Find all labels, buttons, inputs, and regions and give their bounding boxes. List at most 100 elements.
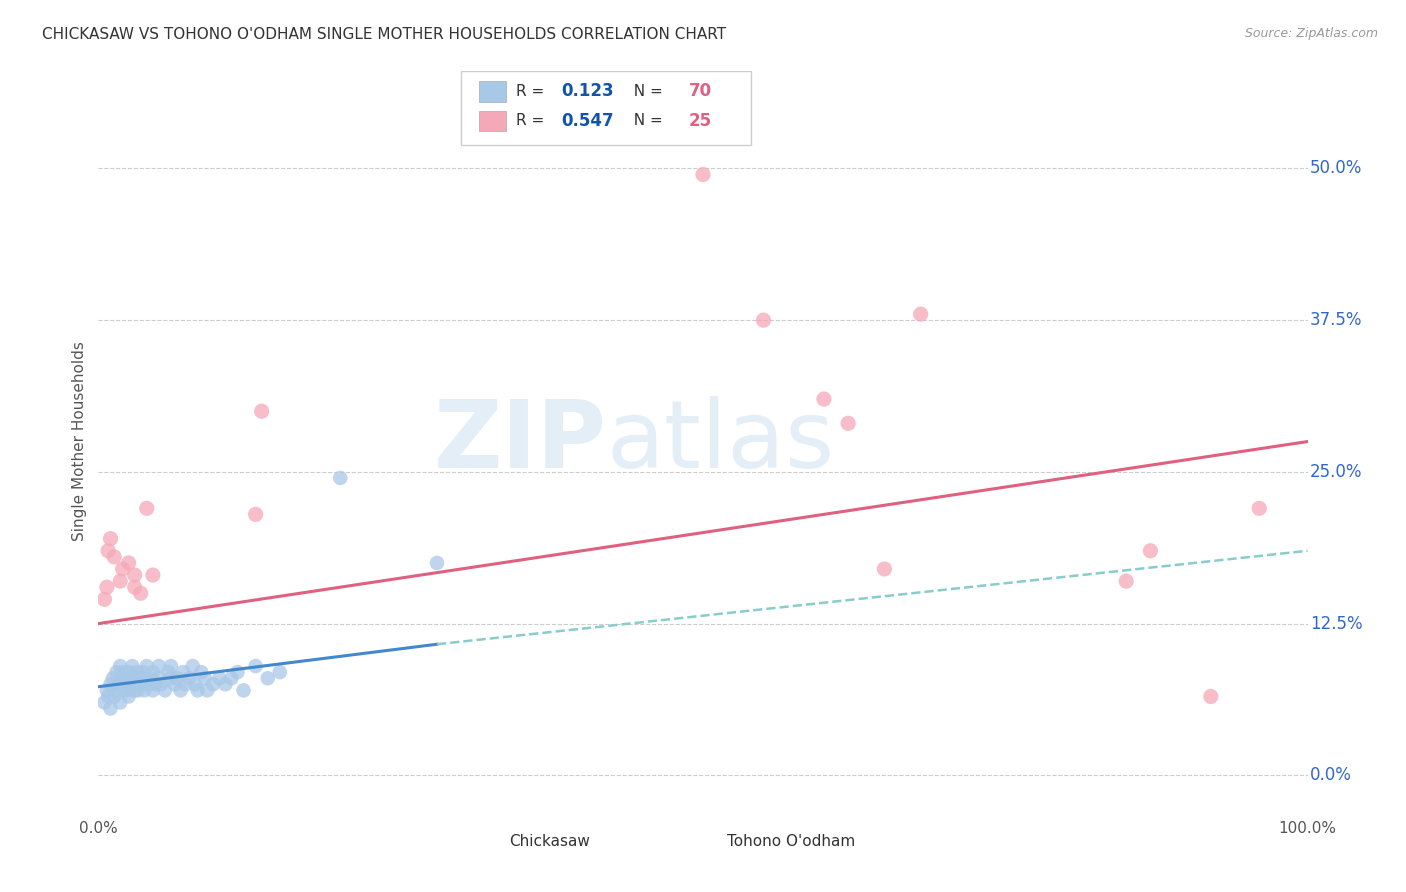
FancyBboxPatch shape (690, 831, 717, 853)
Point (97, 543, 120, 558)
Point (172, 665, 194, 680)
Point (226, 665, 249, 680)
Point (142, 683, 165, 698)
Point (121, 677, 143, 691)
Point (93, 696, 115, 710)
Point (214, 677, 236, 691)
Point (232, 683, 254, 698)
Point (269, 665, 291, 680)
Point (837, 417, 859, 431)
Text: 50.0%: 50.0% (1310, 160, 1362, 178)
Text: Chickasaw: Chickasaw (509, 834, 591, 849)
Point (108, 574, 131, 588)
Point (124, 683, 146, 698)
Point (329, 471, 352, 485)
Point (101, 671, 124, 685)
Point (118, 556, 141, 570)
Text: N =: N = (624, 113, 668, 128)
Point (129, 677, 152, 691)
Point (157, 665, 180, 680)
Point (111, 665, 134, 680)
Point (134, 683, 156, 698)
Y-axis label: Single Mother Households: Single Mother Households (72, 342, 87, 541)
Point (93, 592, 115, 607)
Text: 70: 70 (689, 82, 711, 100)
Point (426, 556, 449, 570)
Point (115, 671, 138, 685)
Point (190, 665, 212, 680)
Point (692, 168, 714, 182)
Point (256, 671, 278, 685)
Text: 25: 25 (689, 112, 711, 130)
Point (179, 671, 201, 685)
Point (100, 701, 122, 715)
Point (135, 659, 157, 673)
Point (127, 677, 149, 691)
FancyBboxPatch shape (479, 81, 506, 102)
Point (97, 690, 120, 704)
Point (135, 671, 157, 685)
Point (129, 671, 152, 685)
Point (96, 580, 118, 594)
Point (124, 580, 146, 594)
Point (169, 683, 191, 698)
Text: N =: N = (624, 84, 668, 99)
Point (138, 677, 160, 691)
Text: R =: R = (516, 113, 548, 128)
Point (114, 677, 136, 691)
Point (202, 677, 225, 691)
Point (1115, 574, 1137, 588)
Point (174, 677, 197, 691)
Text: Tohono O'odham: Tohono O'odham (727, 834, 855, 849)
Point (96, 683, 118, 698)
Point (1199, 690, 1222, 704)
Point (127, 665, 149, 680)
Text: R =: R = (516, 84, 548, 99)
Point (124, 671, 146, 685)
Text: 0.123: 0.123 (561, 82, 614, 100)
Text: CHICKASAW VS TOHONO O'ODHAM SINGLE MOTHER HOUSEHOLDS CORRELATION CHART: CHICKASAW VS TOHONO O'ODHAM SINGLE MOTHE… (42, 27, 727, 42)
Point (118, 665, 141, 680)
Point (105, 683, 128, 698)
Point (121, 659, 143, 673)
Point (221, 671, 243, 685)
Point (163, 677, 186, 691)
FancyBboxPatch shape (461, 71, 751, 145)
Point (135, 501, 157, 516)
Point (143, 677, 166, 691)
Point (111, 677, 134, 691)
Point (150, 677, 173, 691)
Point (108, 659, 131, 673)
Point (114, 683, 136, 698)
Point (245, 659, 267, 673)
Point (108, 677, 131, 691)
Text: 0.547: 0.547 (561, 112, 614, 130)
Point (187, 683, 209, 698)
Point (195, 683, 218, 698)
Point (111, 562, 134, 576)
Point (181, 659, 204, 673)
Point (208, 671, 231, 685)
Text: 37.5%: 37.5% (1310, 311, 1362, 329)
Point (1249, 501, 1271, 516)
Point (129, 586, 152, 600)
Point (100, 532, 122, 546)
Point (108, 696, 131, 710)
Text: 0.0%: 0.0% (1310, 766, 1353, 784)
Text: 12.5%: 12.5% (1310, 615, 1362, 632)
Point (160, 671, 183, 685)
Point (166, 671, 188, 685)
Point (105, 665, 128, 680)
Point (873, 562, 896, 576)
Text: 25.0%: 25.0% (1310, 463, 1362, 481)
Point (245, 508, 267, 522)
Point (1139, 543, 1161, 558)
Point (813, 392, 835, 406)
FancyBboxPatch shape (474, 831, 501, 853)
Point (103, 549, 125, 564)
Point (111, 671, 134, 685)
Point (160, 659, 183, 673)
Point (100, 677, 122, 691)
Point (118, 683, 141, 698)
Point (142, 568, 165, 582)
